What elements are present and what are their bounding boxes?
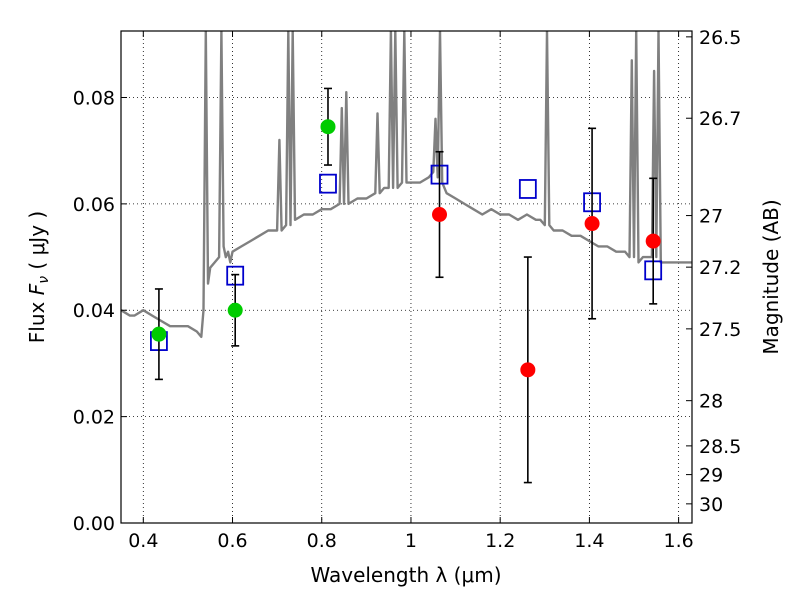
model-spectrum-layer <box>121 31 692 338</box>
x-axis-label: Wavelength λ (μm) <box>310 563 501 587</box>
nir-point <box>520 362 536 378</box>
y2-tick-label: 29 <box>699 465 723 487</box>
y-tick-label: 0.08 <box>73 87 115 109</box>
x-tick-label: 1.4 <box>574 530 604 552</box>
y2-axis-label: Magnitude (AB) <box>759 199 783 354</box>
x-tick-label: 0.8 <box>307 530 337 552</box>
y2-tick-label: 28 <box>699 391 723 413</box>
y-axis-label-subscript: ν <box>36 276 52 284</box>
y-tick-label: 0.06 <box>73 194 115 216</box>
nir-point <box>645 233 661 249</box>
y2-tick-label: 27.2 <box>699 257 741 279</box>
y2-tick-label: 27.5 <box>699 319 741 341</box>
model-band-square <box>518 179 537 199</box>
y2-tick-label: 26.7 <box>699 108 741 130</box>
y-tick-label: 0.00 <box>73 513 115 535</box>
optical-point <box>151 326 167 342</box>
nir-point <box>432 207 448 223</box>
y2-tick-label: 28.5 <box>699 436 741 458</box>
optical-point <box>227 302 243 318</box>
nir-point <box>584 216 600 232</box>
model-spectrum-line <box>121 31 692 338</box>
x-tick-label: 1.6 <box>664 530 694 552</box>
y2-tick-label: 27 <box>699 206 723 228</box>
y-axis-label: Flux Fν ( μJy ) <box>25 211 52 343</box>
x-tick-label: 1 <box>405 530 417 552</box>
plot-frame <box>120 30 693 524</box>
optical-point <box>320 119 336 135</box>
y2-tick-label: 30 <box>699 494 723 516</box>
model-band-square <box>319 173 337 194</box>
y-tick-label: 0.04 <box>73 300 115 322</box>
y-tick-label: 0.02 <box>73 407 115 429</box>
x-tick-label: 0.6 <box>217 530 247 552</box>
axis-ticks: 0.4 0.6 0.8 1 1.2 1.4 1.6 0.00 0.02 0.04 0.06 0.08 2… <box>73 27 742 552</box>
y2-tick-label: 26.5 <box>699 27 741 49</box>
y-axis-label-symbol: F <box>25 283 49 295</box>
x-tick-label: 1.2 <box>485 530 515 552</box>
y-axis-label-prefix: Flux <box>25 295 49 343</box>
y-axis-label-unit: ( μJy ) <box>25 211 49 276</box>
data-points-layer <box>150 87 663 484</box>
x-tick-label: 0.4 <box>128 530 158 552</box>
